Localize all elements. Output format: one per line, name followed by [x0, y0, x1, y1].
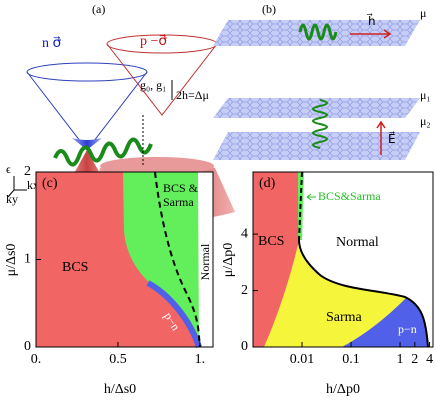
sheet [213, 98, 420, 118]
panel-label: (c) [42, 176, 58, 191]
region-mixed [123, 172, 199, 347]
region-label: BCS [258, 234, 284, 249]
sheet [213, 132, 420, 160]
region-label: BCS & [163, 181, 199, 195]
panel-label: (b) [262, 2, 276, 16]
label: E⃗ [388, 131, 396, 146]
boundary [298, 239, 429, 348]
panel-d: (d) BCS Normal Sarma p−n BCS&Sarma h/Δp0… [221, 171, 434, 397]
axes-icon [7, 176, 27, 198]
y-axis-label: μ/Δs0 [4, 244, 19, 277]
photon-wave [298, 23, 338, 41]
panel-b: (b) h⃗ μ μ₁ μ₂ E⃗ [213, 2, 431, 160]
region-label: Normal [198, 243, 212, 280]
x-axis-label: h/Δp0 [326, 382, 360, 397]
arrow [350, 29, 392, 39]
region-label: BCS&Sarma [318, 189, 381, 203]
region-pn [342, 298, 428, 347]
pointer [306, 193, 316, 201]
boundary [154, 171, 201, 348]
x-tick-label: 1. [195, 352, 206, 367]
region-label: Sarma [326, 310, 363, 325]
cone-fill [72, 138, 102, 150]
x-tick-label: 0.5 [109, 352, 127, 367]
panel-label: (d) [259, 176, 276, 191]
cone [26, 71, 148, 151]
region-pn [146, 280, 202, 348]
cone-top [100, 157, 214, 175]
y-tick-label: 0 [24, 339, 31, 354]
x-axis-label: h/Δs0 [104, 382, 136, 397]
x-tick-label: 0. [31, 352, 42, 367]
label: μ₁ [420, 88, 431, 102]
y-tick-label: 2 [241, 283, 248, 298]
photon-wave [53, 137, 153, 167]
label: n σ⃗ [42, 36, 62, 51]
label: p −σ⃗ [140, 34, 167, 49]
photon-wave [312, 99, 328, 149]
region-label: BCS [62, 260, 88, 275]
y-tick-label: 2 [24, 164, 31, 179]
label: h⃗ [367, 13, 376, 28]
label: ϵ [6, 162, 11, 176]
y-tick-label: 0 [241, 339, 248, 354]
region-label: Sarma [163, 195, 194, 209]
panel-label: (a) [92, 2, 105, 16]
cone [106, 43, 218, 116]
label: μ [420, 6, 426, 20]
x-tick-label: 0.1 [342, 352, 360, 367]
arrow [376, 120, 386, 155]
frame [252, 171, 434, 348]
panel-c: (c) BCS BCS & Sarma Normal p−n h/Δs0 μ/Δ… [4, 171, 214, 397]
y-axis-label: μ/Δp0 [221, 243, 236, 277]
x-tick-label: 1 [397, 352, 404, 367]
label: g₀, g₁ [140, 78, 166, 92]
x-tick-label: 2 [411, 352, 418, 367]
label: 2h=Δμ [176, 88, 209, 102]
label: μ₂ [420, 114, 431, 128]
region-label: p−n [398, 322, 417, 336]
y-tick-label: 1 [24, 252, 31, 267]
region-normal [198, 172, 213, 347]
label: ky [6, 192, 18, 206]
boundary [298, 171, 303, 241]
region-normal [299, 172, 433, 347]
x-tick-label: 0.01 [290, 352, 315, 367]
sheet [213, 20, 420, 46]
y-tick-label: 4 [241, 226, 248, 241]
region-label: Normal [336, 235, 379, 250]
x-tick-label: 4 [426, 352, 433, 367]
